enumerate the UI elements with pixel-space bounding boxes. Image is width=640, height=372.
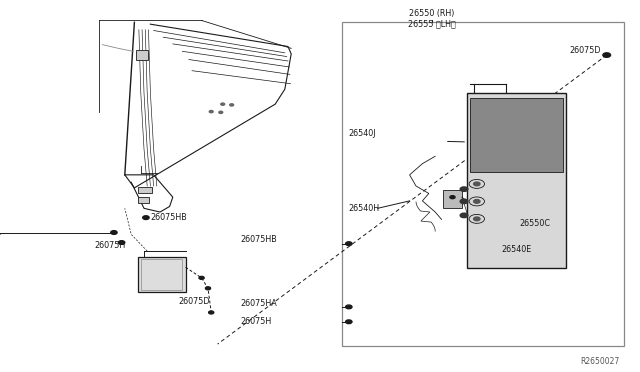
Circle shape	[474, 199, 480, 203]
Text: 26550C: 26550C	[520, 219, 550, 228]
Bar	[470, 98, 563, 171]
Circle shape	[221, 103, 225, 105]
Bar	[141, 259, 182, 290]
Text: 26540E: 26540E	[501, 245, 531, 254]
Text: 26075H: 26075H	[95, 241, 126, 250]
Circle shape	[219, 111, 223, 113]
Circle shape	[346, 305, 352, 309]
Circle shape	[111, 231, 117, 234]
Circle shape	[474, 182, 480, 186]
Text: 26075HB: 26075HB	[150, 213, 187, 222]
Text: 26540H: 26540H	[349, 204, 380, 213]
Text: 26075D: 26075D	[178, 297, 209, 306]
Circle shape	[346, 242, 352, 246]
Circle shape	[230, 104, 234, 106]
Bar	[467, 93, 566, 268]
Circle shape	[209, 311, 214, 314]
Text: 26540J: 26540J	[349, 129, 376, 138]
Circle shape	[209, 110, 213, 113]
Text: 26075H: 26075H	[240, 317, 271, 326]
Text: R2650027: R2650027	[580, 357, 620, 366]
Circle shape	[346, 320, 352, 324]
Text: 26075HA: 26075HA	[0, 228, 1, 237]
Circle shape	[143, 216, 149, 219]
Text: 26075D: 26075D	[570, 46, 601, 55]
Circle shape	[603, 53, 611, 57]
Circle shape	[474, 217, 480, 221]
Circle shape	[460, 213, 468, 218]
Circle shape	[450, 196, 455, 199]
Text: 26555 〈LH〉: 26555 〈LH〉	[408, 20, 456, 29]
Circle shape	[118, 241, 125, 244]
Bar	[443, 190, 462, 208]
Bar	[138, 197, 149, 203]
Circle shape	[205, 287, 211, 290]
Circle shape	[199, 276, 204, 279]
Circle shape	[460, 187, 468, 191]
Bar	[138, 187, 152, 193]
Bar	[136, 50, 148, 60]
Bar	[342, 22, 624, 346]
Bar	[138, 257, 186, 292]
Text: 26075HA: 26075HA	[240, 299, 276, 308]
Text: 26075HB: 26075HB	[240, 235, 276, 244]
Circle shape	[460, 199, 468, 203]
Text: 26550 (RH): 26550 (RH)	[410, 9, 454, 17]
